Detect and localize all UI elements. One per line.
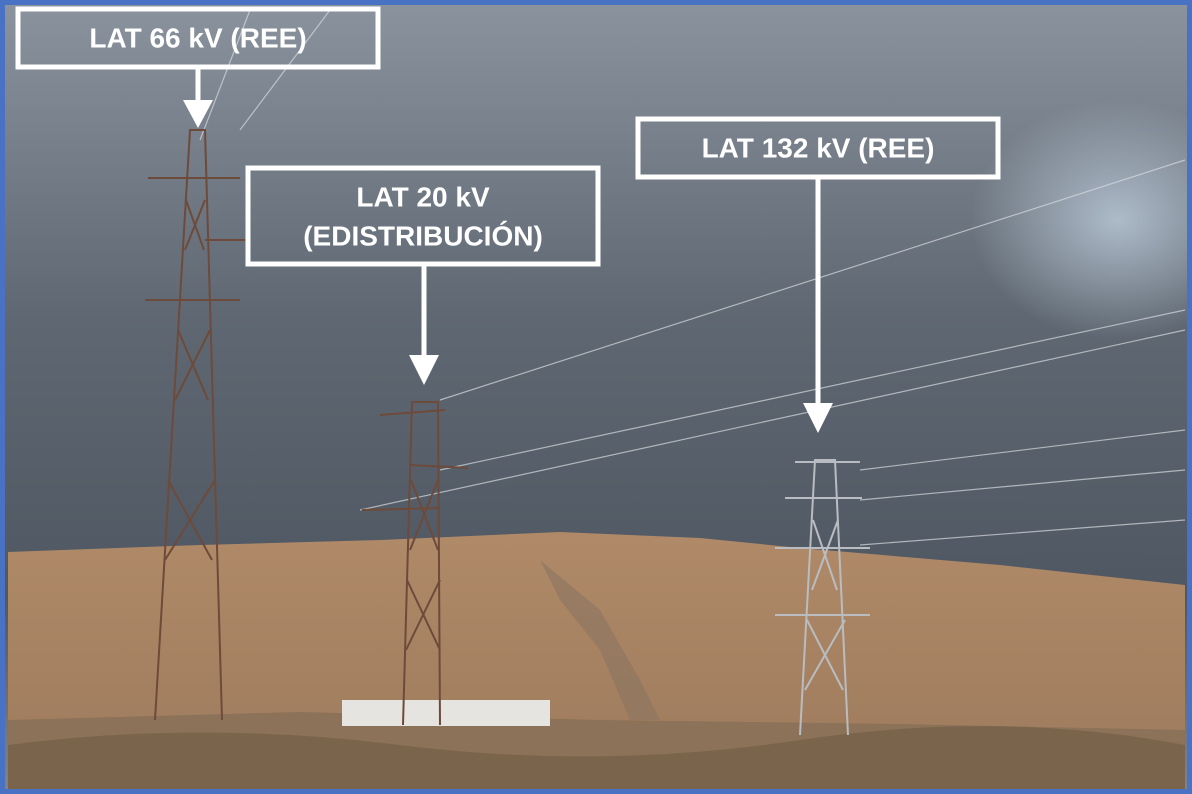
photo (0, 0, 1192, 794)
annotated-photo: LAT 66 kV (REE) LAT 20 kV (EDISTRIBUCIÓN… (0, 0, 1192, 794)
label-text: LAT 132 kV (REE) (702, 132, 935, 163)
building (342, 700, 550, 726)
label-text: (EDISTRIBUCIÓN) (303, 220, 543, 251)
label-text: LAT 66 kV (REE) (89, 22, 306, 53)
label-text: LAT 20 kV (356, 181, 490, 212)
